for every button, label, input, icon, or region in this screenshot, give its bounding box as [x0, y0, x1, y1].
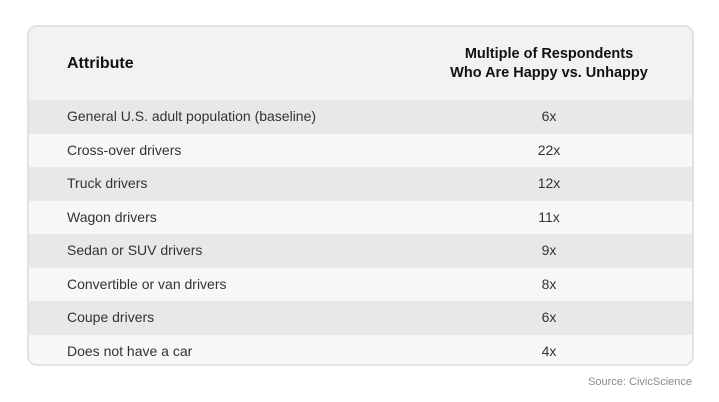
attribute-cell: Does not have a car	[67, 342, 193, 359]
multiple-cell: 9x	[541, 242, 557, 258]
data-table: Attribute Multiple of Respondents Who Ar…	[27, 25, 694, 366]
table-row: Coupe drivers 6x	[29, 301, 692, 335]
table-header: Attribute Multiple of Respondents Who Ar…	[29, 27, 692, 100]
multiple-column-header: Multiple of Respondents Who Are Happy vs…	[419, 45, 679, 83]
table-row: Cross-over drivers 22x	[29, 133, 692, 167]
attribute-cell: Cross-over drivers	[67, 141, 182, 158]
table-row: Wagon drivers 11x	[29, 200, 692, 234]
table-row: Truck drivers 12x	[29, 167, 692, 201]
multiple-cell: 11x	[538, 208, 560, 225]
table-body: General U.S. adult population (baseline)…	[29, 100, 692, 364]
multiple-cell: 22x	[537, 141, 561, 158]
multiple-cell: 8x	[541, 275, 557, 292]
multiple-header-line-2: Who Are Happy vs. Unhappy	[450, 65, 648, 81]
attribute-cell: Convertible or van drivers	[67, 275, 227, 292]
attribute-cell: Sedan or SUV drivers	[67, 242, 203, 258]
table-row: Convertible or van drivers 8x	[29, 267, 692, 301]
source-note: Source: CivicScience	[588, 376, 692, 388]
attribute-cell: General U.S. adult population (baseline)	[67, 108, 317, 124]
multiple-header-line-1: Multiple of Respondents	[464, 46, 634, 62]
attribute-cell: Wagon drivers	[67, 208, 157, 225]
table-row: Does not have a car 4x	[29, 334, 692, 364]
multiple-cell: 6x	[541, 309, 557, 325]
multiple-cell: 6x	[541, 108, 557, 124]
multiple-cell: 12x	[537, 175, 561, 191]
multiple-cell: 4x	[541, 342, 557, 359]
attribute-cell: Truck drivers	[67, 175, 148, 191]
table-row: General U.S. adult population (baseline)…	[29, 100, 692, 134]
attribute-cell: Coupe drivers	[67, 309, 155, 325]
attribute-column-header: Attribute	[67, 55, 134, 72]
table-row: Sedan or SUV drivers 9x	[29, 234, 692, 268]
